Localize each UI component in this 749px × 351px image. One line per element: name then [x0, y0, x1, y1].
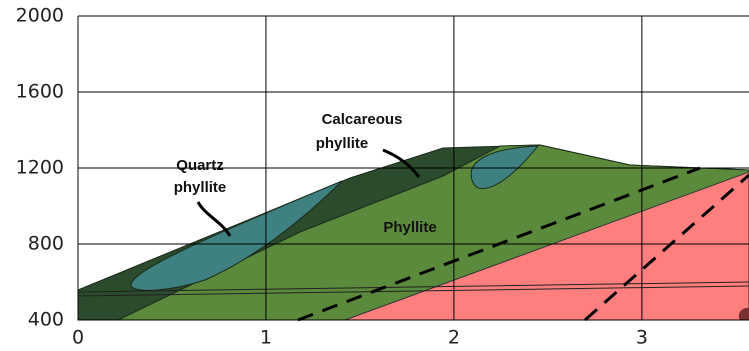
x-tick-label: 3 — [636, 327, 648, 349]
y-tick-label: 2000 — [16, 5, 64, 27]
annotation-line: Phyllite — [383, 219, 436, 236]
annotation-line: phyllite — [174, 179, 227, 196]
annotation-line: Quartz — [176, 157, 224, 174]
chart: 400 800 1200 1600 2000 0 1 2 3 Quartz phyllite C… — [0, 0, 749, 351]
x-tick-label: 1 — [260, 327, 272, 349]
x-tick-label: 0 — [72, 327, 84, 349]
x-tick-label: 2 — [448, 327, 460, 349]
y-tick-label: 400 — [28, 309, 64, 331]
y-tick-label: 1200 — [16, 157, 64, 179]
y-tick-label: 1600 — [16, 81, 64, 103]
y-tick-label: 800 — [28, 233, 64, 255]
annotation-line: phyllite — [316, 135, 369, 152]
annotation-line: Calcareous — [322, 111, 403, 128]
arrow — [198, 202, 230, 236]
